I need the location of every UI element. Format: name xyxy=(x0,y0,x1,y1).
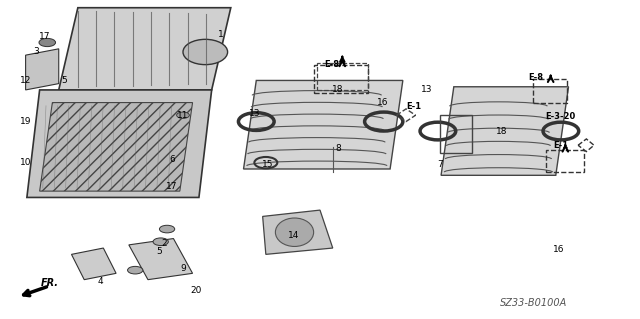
Text: E-8: E-8 xyxy=(528,73,543,82)
Polygon shape xyxy=(59,8,231,90)
Text: 17: 17 xyxy=(166,182,178,191)
Ellipse shape xyxy=(183,39,228,65)
Polygon shape xyxy=(26,49,59,90)
Circle shape xyxy=(39,38,56,47)
Polygon shape xyxy=(441,87,568,175)
Text: 19: 19 xyxy=(20,117,31,126)
Polygon shape xyxy=(244,80,403,169)
Text: 15: 15 xyxy=(262,160,273,169)
Circle shape xyxy=(177,112,189,118)
Text: 7: 7 xyxy=(437,160,443,169)
Text: E-1: E-1 xyxy=(407,102,422,111)
Text: 2: 2 xyxy=(161,239,166,248)
Polygon shape xyxy=(40,103,193,191)
Text: 16: 16 xyxy=(553,245,564,254)
Text: 9: 9 xyxy=(180,264,186,273)
Text: 11: 11 xyxy=(177,111,189,120)
Text: 13: 13 xyxy=(249,109,260,118)
Text: 17: 17 xyxy=(39,32,51,41)
Text: SZ33-B0100A: SZ33-B0100A xyxy=(500,298,567,308)
Ellipse shape xyxy=(275,218,314,247)
Circle shape xyxy=(127,266,143,274)
Text: E-3-20: E-3-20 xyxy=(546,112,576,121)
Text: 13: 13 xyxy=(421,85,433,94)
Bar xyxy=(440,115,472,153)
Circle shape xyxy=(153,238,168,246)
Text: 14: 14 xyxy=(287,231,299,240)
Text: 18: 18 xyxy=(496,127,508,136)
Text: FR.: FR. xyxy=(41,278,59,287)
Text: 1: 1 xyxy=(218,30,224,39)
Text: 10: 10 xyxy=(20,158,31,167)
Text: 6: 6 xyxy=(170,155,175,164)
Polygon shape xyxy=(262,210,333,254)
Text: 3: 3 xyxy=(33,48,39,56)
Polygon shape xyxy=(27,90,212,197)
Text: 16: 16 xyxy=(377,98,388,107)
Text: E-1: E-1 xyxy=(554,141,568,150)
Text: E-8: E-8 xyxy=(324,60,339,69)
Text: 8: 8 xyxy=(335,144,340,153)
Text: 5: 5 xyxy=(157,247,163,256)
Polygon shape xyxy=(72,248,116,280)
Text: 20: 20 xyxy=(190,286,202,295)
Circle shape xyxy=(159,225,175,233)
Polygon shape xyxy=(129,239,193,280)
Text: 12: 12 xyxy=(20,76,31,85)
Text: 18: 18 xyxy=(332,85,344,94)
Text: 5: 5 xyxy=(61,76,67,85)
Text: 4: 4 xyxy=(97,277,103,286)
